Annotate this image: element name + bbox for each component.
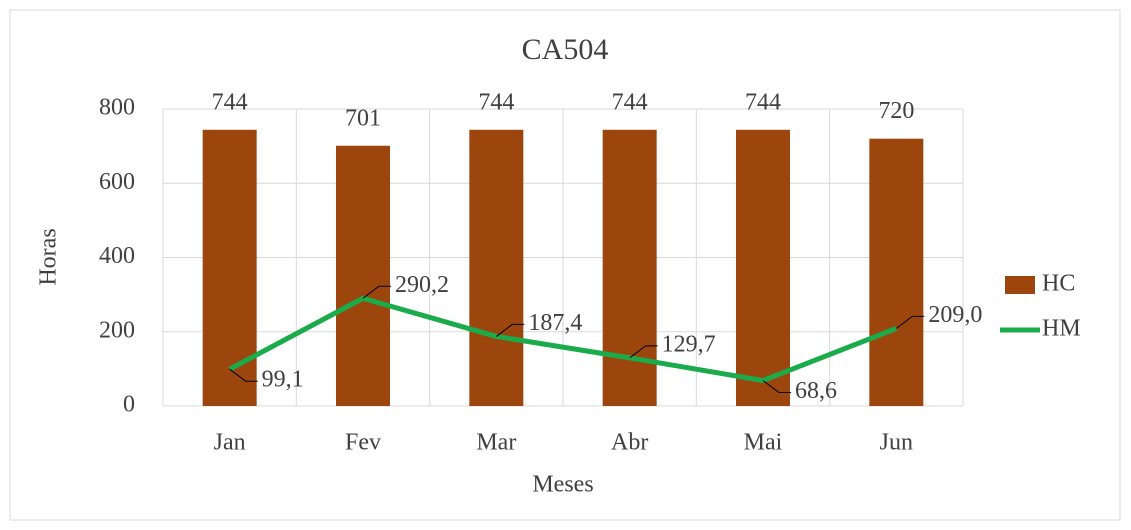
y-axis-title: Horas [36,228,62,285]
bar [736,129,790,407]
data-label: 701 [345,105,381,131]
data-label: 209,0 [928,302,982,328]
y-tick-label: 200 [99,317,135,343]
label-leader [896,315,925,329]
data-label: 99,1 [262,367,304,393]
label-leader [629,345,658,359]
x-axis-title: Meses [532,472,593,498]
label-leader [762,380,791,394]
data-label: 744 [612,89,648,115]
bar [602,129,657,407]
data-label: 187,4 [528,310,582,336]
data-label: 744 [745,89,781,115]
bar [469,129,524,407]
label-leader [229,368,258,382]
bar [202,129,257,407]
bar [869,138,924,406]
data-label: 744 [212,89,248,115]
legend-label: HM [1042,316,1081,342]
data-label: 68,6 [795,378,837,404]
line [228,295,898,384]
bar [336,145,390,406]
legend-swatch [1005,276,1035,294]
data-label: 290,2 [395,272,449,298]
data-label: 720 [878,98,914,124]
x-tick-label: Abr [611,430,648,456]
x-tick-label: Jun [880,430,913,456]
chart-title: CA504 [522,33,609,66]
label-leader [496,323,525,337]
chart-border [9,9,1121,521]
y-tick-label: 600 [99,169,135,195]
y-tick-label: 400 [99,243,135,269]
x-tick-label: Jan [214,430,246,456]
legend-label: HC [1042,271,1075,297]
x-tick-label: Fev [345,430,381,456]
x-tick-label: Mai [744,430,783,456]
y-tick-label: 800 [99,95,135,121]
x-tick-label: Mar [476,430,516,456]
y-tick-label: 0 [123,392,135,418]
label-leader [362,285,391,299]
data-label: 744 [478,89,514,115]
data-label: 129,7 [662,331,716,357]
